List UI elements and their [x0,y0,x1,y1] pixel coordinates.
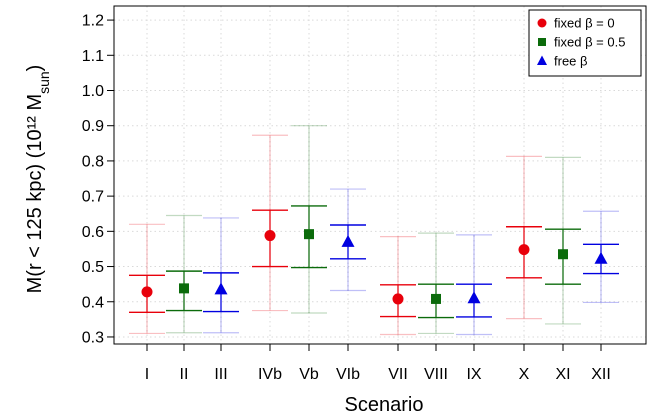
y-axis-title-close: ) [24,65,46,72]
y-axis-title: M(r < 125 kpc) (10¹² Msun) [24,65,52,294]
legend-marker-square [538,38,546,46]
x-tick-label: XI [555,366,570,383]
x-tick-label: IX [466,366,481,383]
data-point-triangle [594,251,608,264]
data-point-square [304,229,314,240]
x-tick-label: VIII [424,366,448,383]
y-tick-label: 0.3 [82,329,104,346]
y-tick-label: 0.4 [82,294,104,311]
legend-label: free β [554,54,588,69]
data-point-circle [141,286,153,298]
data-point-square [558,249,568,260]
y-axis-title-subscript: sun [36,71,52,94]
grid [114,6,646,344]
x-tick-label: IVb [258,366,282,383]
y-tick-label: 0.8 [82,153,104,170]
x-tick-label: VIb [336,366,360,383]
y-tick-label: 0.5 [82,259,104,276]
y-tick-label: 1.0 [82,83,104,100]
legend-box [528,9,642,77]
x-tick-label: VII [388,366,408,383]
data-point-circle [392,293,404,305]
x-tick-label: III [214,366,227,383]
legend-marker-triangle [537,55,547,65]
data-point-triangle [467,291,481,304]
x-tick-label: Vb [299,366,319,383]
data-point-square [431,293,441,304]
x-tick-label: X [519,366,530,383]
axes: 0.30.40.50.60.70.80.91.01.11.2I II III IVb V… [24,5,647,416]
data-point-circle [518,244,530,256]
y-tick-label: 1.1 [82,48,104,65]
y-tick-label: 0.7 [82,189,104,206]
y-tick-label: 0.9 [82,118,104,135]
data-point-square [179,283,189,294]
legend: fixed β = 0 fixed β = 0.5 free β [528,9,642,77]
plot-frame [113,5,647,345]
x-tick-label: II [180,366,189,383]
legend-label: fixed β = 0.5 [554,35,625,50]
data-markers [141,229,608,305]
data-point-triangle [341,234,355,247]
x-tick-label: I [145,366,149,383]
error-bars [129,125,619,336]
x-tick-label: XII [591,366,611,383]
data-point-circle [264,230,276,242]
legend-label: fixed β = 0 [554,16,615,31]
legend-marker-circle [537,18,547,28]
x-axis-title: Scenario [345,394,424,416]
y-tick-label: 0.6 [82,224,104,241]
y-axis-title-main: M(r < 125 kpc) (10¹² M [24,94,46,293]
data-point-triangle [214,282,228,295]
y-tick-label: 1.2 [82,13,104,30]
